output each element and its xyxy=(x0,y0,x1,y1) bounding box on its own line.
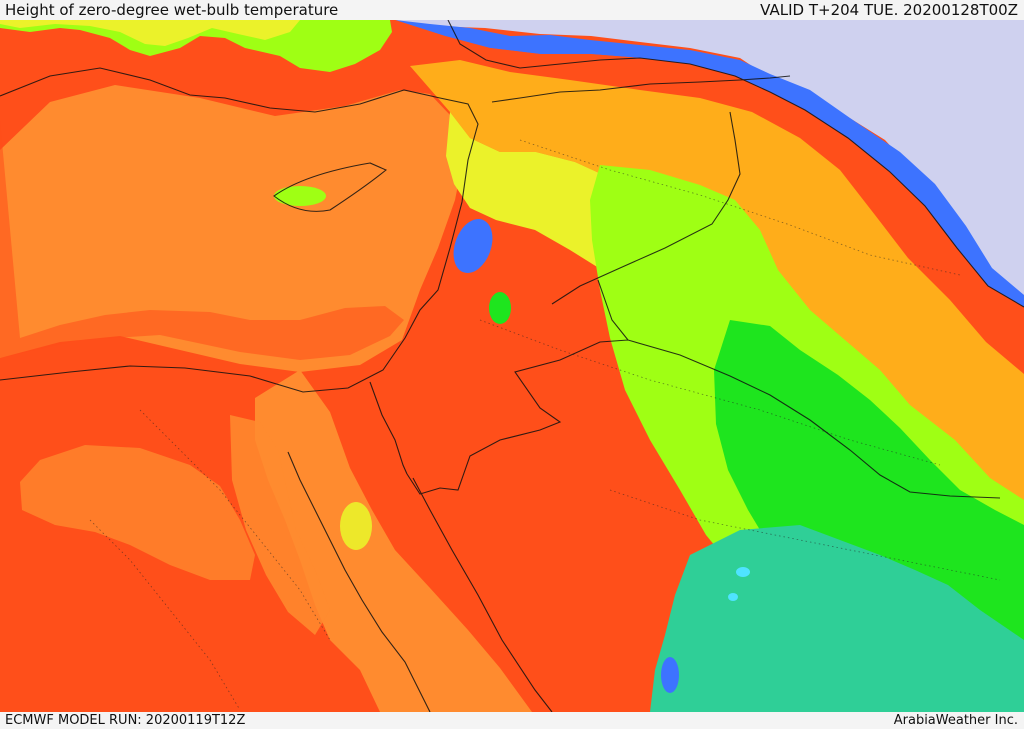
coastline xyxy=(0,67,479,393)
western-desert-orange-zone xyxy=(20,445,255,580)
nile-coast xyxy=(287,451,431,712)
footer-bar: ECMWF MODEL RUN: 20200119T12Z ArabiaWeat… xyxy=(0,712,1024,729)
sinai-border xyxy=(369,381,408,475)
model-run-label: ECMWF MODEL RUN: 20200119T12Z xyxy=(5,713,246,728)
border-line-north xyxy=(551,111,741,305)
dotted-border-3 xyxy=(609,489,1001,581)
north-lime-band xyxy=(0,20,392,72)
blue-dot-cell xyxy=(736,567,750,577)
header-bar: Height of zero-degree wet-bulb temperatu… xyxy=(0,0,1024,20)
violet-cold-zone xyxy=(395,20,1024,295)
sinai-yellow-cell xyxy=(340,502,372,550)
cyprus-outline xyxy=(273,162,388,212)
valid-time: VALID T+204 TUE. 20200128T00Z xyxy=(760,1,1018,19)
dotted-borders-layer xyxy=(89,139,1001,711)
inner-border xyxy=(597,279,629,341)
dotted-border-1 xyxy=(519,139,961,276)
mediterranean-red-patch xyxy=(0,120,404,360)
dotted-border-4 xyxy=(139,409,331,641)
red-sea-coast xyxy=(412,477,553,712)
weather-map xyxy=(0,20,1024,712)
map-title: Height of zero-degree wet-bulb temperatu… xyxy=(5,1,339,19)
wet-bulb-map-svg xyxy=(0,20,1024,712)
north-yellow-band xyxy=(0,20,300,46)
cyprus-cold-cell xyxy=(274,186,326,206)
northern-border xyxy=(491,75,791,103)
blue-dot-cell-2 xyxy=(728,593,738,601)
black-sea-coast xyxy=(447,20,1024,308)
border-line-east xyxy=(406,339,1001,499)
upper-egypt-orange-zone xyxy=(230,415,330,635)
credit-label: ArabiaWeather Inc. xyxy=(893,713,1018,728)
borders-layer xyxy=(0,20,1024,712)
blue-band xyxy=(395,20,1024,307)
jordan-cold-cell xyxy=(489,292,511,324)
mediterranean-orange-zone xyxy=(0,85,465,372)
lebanon-cold-cell xyxy=(453,218,493,274)
red-sea-orange-zone xyxy=(255,370,532,712)
southern-blue-cell xyxy=(661,657,679,693)
